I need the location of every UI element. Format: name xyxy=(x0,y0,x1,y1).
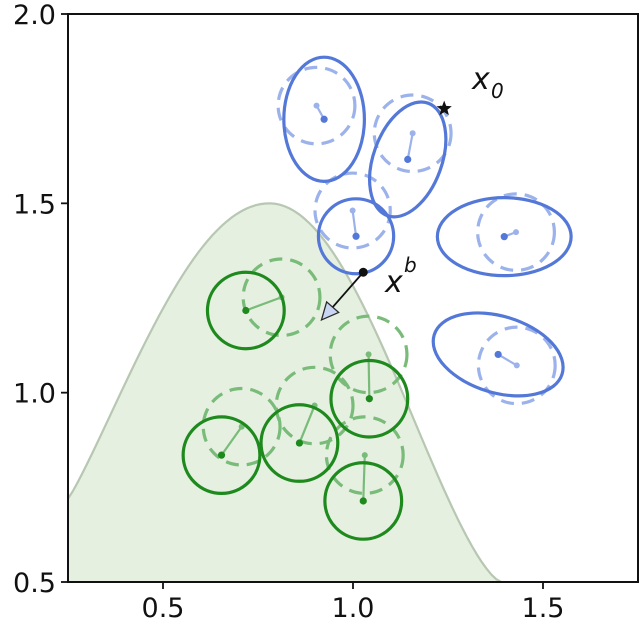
green-circle-5 xyxy=(323,461,404,541)
blue-reference-center-1 xyxy=(349,207,356,214)
green-reference-circle-5 xyxy=(324,415,405,495)
blue-reference-circle-1 xyxy=(313,171,392,250)
x0-label: x 0 xyxy=(471,62,504,103)
green-center-3 xyxy=(295,439,304,447)
green-circle-4 xyxy=(329,358,410,439)
green-circle-2 xyxy=(181,415,262,495)
xb-label: x b xyxy=(384,253,417,300)
green-reference-center-5 xyxy=(361,452,368,459)
blue-reference-center-4 xyxy=(513,229,520,236)
green-center-1 xyxy=(242,306,250,315)
blue-reference-circle-4 xyxy=(476,192,557,272)
green-center-4 xyxy=(365,395,373,403)
blue-reference-circle-2 xyxy=(276,65,357,146)
green-reference-circle-1 xyxy=(241,257,322,338)
blue-shift-segment-5 xyxy=(497,353,518,367)
blue-center-3 xyxy=(404,155,412,164)
blue-ellipse-4 xyxy=(435,196,573,278)
feasible-region xyxy=(68,203,502,582)
plot-area xyxy=(68,55,573,582)
blue-shift-segment-1 xyxy=(351,210,358,237)
blue-shift-segment-3 xyxy=(406,133,414,160)
x0-label-subscript: 0 xyxy=(491,79,504,103)
green-circle-1 xyxy=(205,270,286,351)
x-tick-label-3: 1.5 xyxy=(522,593,565,624)
x0-star-marker xyxy=(436,100,452,116)
green-shift-segment-2 xyxy=(220,426,243,456)
y-tick-label-3: 1.5 xyxy=(13,189,56,220)
green-reference-circle-2 xyxy=(201,386,282,467)
xb-label-base: x xyxy=(384,265,403,300)
x-tick-label-2: 1.0 xyxy=(332,593,375,624)
y-tick-label-1: 0.5 xyxy=(13,568,56,599)
green-reference-circle-3 xyxy=(274,365,355,446)
blue-ellipse-1 xyxy=(316,197,396,276)
blue-ellipse-2 xyxy=(282,55,366,183)
annotations: x 0 x b xyxy=(384,62,504,300)
blue-reference-circle-3 xyxy=(372,93,453,174)
xb-label-superscript: b xyxy=(404,253,417,277)
blue-reference-center-2 xyxy=(313,102,320,109)
blue-center-2 xyxy=(320,115,328,123)
blue-center-4 xyxy=(500,233,508,241)
y-tick-label-2: 1.0 xyxy=(13,379,56,410)
blue-ellipse-3 xyxy=(368,100,448,219)
axis-ticks: 0.5 1.0 1.5 0.5 1.0 1.5 2.0 xyxy=(13,0,564,624)
x0-label-base: x xyxy=(471,62,490,97)
green-reference-center-4 xyxy=(365,351,372,358)
x-tick-label-1: 0.5 xyxy=(142,593,185,624)
xb-point xyxy=(358,267,368,277)
blue-ellipse-5 xyxy=(431,311,565,398)
green-circle-3 xyxy=(259,403,340,483)
descent-arrow-shaft xyxy=(331,271,364,308)
blue-reference-center-3 xyxy=(409,130,416,137)
green-center-5 xyxy=(359,497,367,505)
feasible-region-boundary xyxy=(68,202,502,582)
green-shift-segment-1 xyxy=(245,296,282,312)
blue-reference-circle-5 xyxy=(476,325,557,406)
y-tick-label-4: 2.0 xyxy=(13,0,56,31)
blue-center-1 xyxy=(352,232,360,240)
blue-reference-center-5 xyxy=(513,362,520,369)
green-reference-circle-4 xyxy=(328,314,409,395)
green-center-2 xyxy=(217,451,226,459)
green-shift-segment-3 xyxy=(298,405,316,444)
descent-arrow-head xyxy=(320,300,340,322)
blue-center-5 xyxy=(494,350,502,359)
